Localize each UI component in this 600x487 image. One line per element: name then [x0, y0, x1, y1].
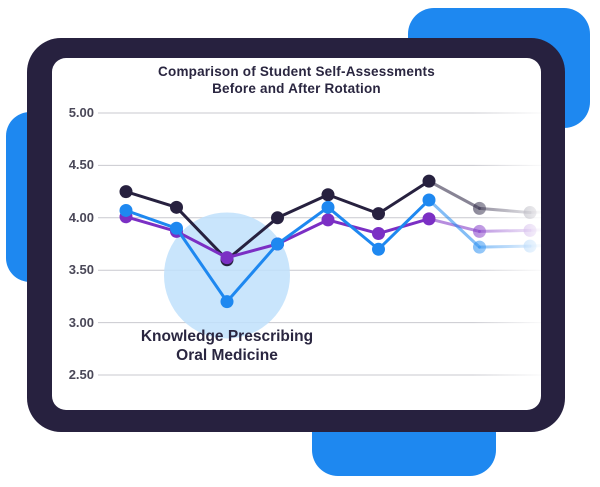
y-tick-label: 3.00: [68, 314, 94, 330]
series-3-point: [170, 221, 183, 235]
series-1-segment: [377, 179, 431, 216]
chart-title-line-2: Before and After Rotation: [212, 81, 381, 96]
series-2-segment: [175, 229, 229, 260]
series-3-segment: [225, 242, 279, 304]
series-3-point: [422, 193, 436, 207]
series-1-point: [321, 188, 335, 202]
series-1-point: [119, 185, 133, 199]
series-1-segment: [124, 190, 178, 209]
series-2-segment: [124, 215, 178, 233]
series-2-point: [422, 212, 436, 226]
highlight-circle: [164, 212, 290, 339]
series-2-point: [321, 213, 335, 227]
y-tick-label: 5.00: [68, 105, 94, 120]
series-3-segment: [276, 205, 330, 246]
series-1-segment: [326, 193, 380, 216]
y-tick-label: 4.50: [68, 157, 94, 173]
series-1-segment: [427, 179, 481, 210]
y-tick-label: 4.00: [68, 209, 94, 225]
series-2-point: [372, 227, 385, 241]
series-3-point: [119, 203, 133, 217]
series-2-segment: [276, 218, 330, 246]
series-1-segment: [175, 205, 229, 262]
series-1-point: [170, 200, 183, 214]
series-2-segment: [225, 242, 279, 260]
series-1-segment: [276, 193, 330, 220]
chart-screen: Comparison of Student Self-Assessments B…: [52, 58, 541, 410]
series-1-point: [422, 174, 436, 188]
series-3-segment: [175, 226, 229, 304]
series-3-point: [372, 242, 385, 256]
highlight-annotation-line-2: Oral Medicine: [176, 347, 278, 364]
series-3-segment: [124, 208, 178, 230]
highlight-annotation-line-1: Knowledge Prescribing: [140, 328, 314, 345]
series-3-segment: [427, 198, 481, 249]
y-tick-label: 2.50: [68, 367, 94, 382]
series-1-point: [271, 211, 284, 225]
line-chart: [98, 108, 541, 388]
series-3-point: [271, 237, 284, 251]
series-2-point: [220, 251, 234, 265]
series-3-segment: [377, 198, 431, 251]
series-3-point: [220, 295, 234, 309]
right-edge-fade: [472, 108, 541, 388]
series-3-point: [321, 200, 335, 214]
y-tick-label: 3.50: [68, 262, 94, 278]
series-1-point: [372, 207, 385, 221]
series-3-segment: [326, 205, 380, 251]
series-1-segment: [225, 216, 279, 262]
chart-title-line-1: Comparison of Student Self-Assessments: [158, 64, 435, 79]
